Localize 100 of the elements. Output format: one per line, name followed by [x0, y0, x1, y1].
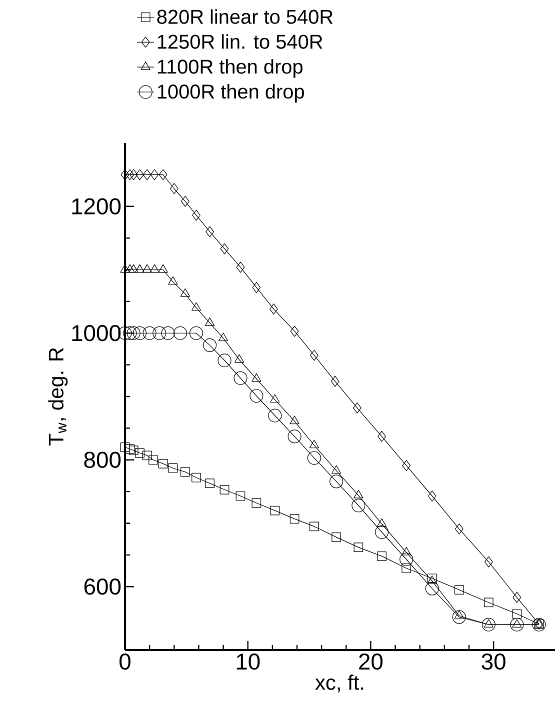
point: [168, 276, 178, 285]
point: [134, 264, 145, 273]
point: [218, 354, 232, 368]
point: [158, 264, 168, 273]
point: [252, 498, 262, 508]
point: [330, 474, 344, 488]
point: [512, 609, 522, 619]
point: [168, 463, 178, 473]
point: [220, 243, 229, 254]
point: [120, 442, 130, 452]
point: [192, 210, 200, 221]
legend-label: 1100R then drop: [158, 59, 302, 78]
point: [148, 455, 158, 465]
point: [354, 490, 364, 498]
point: [484, 598, 494, 608]
point: [120, 169, 130, 180]
point: [126, 326, 140, 340]
point: [150, 264, 160, 273]
point: [180, 467, 190, 477]
point: [128, 264, 138, 273]
point: [142, 450, 152, 460]
point: [454, 585, 464, 594]
point: [202, 338, 217, 352]
point: [250, 389, 264, 403]
point: [307, 451, 321, 465]
x-tick-label: 20: [359, 654, 383, 670]
point: [234, 371, 248, 385]
point: [454, 523, 464, 534]
point: [206, 226, 214, 238]
point: [288, 430, 302, 444]
point: [236, 491, 246, 501]
point: [309, 440, 319, 448]
x-axis-title: xc, ft.: [315, 674, 364, 692]
point: [192, 472, 201, 482]
point: [123, 326, 137, 340]
point: [125, 444, 135, 454]
legend-label: 820R linear to 540R: [157, 9, 333, 24]
point: [332, 465, 342, 474]
point: [170, 183, 178, 194]
point: [402, 564, 412, 573]
y-tick-label: 1200: [72, 198, 121, 214]
point: [270, 506, 280, 516]
point: [332, 532, 341, 542]
point: [452, 610, 466, 624]
point: [354, 542, 364, 552]
point: [142, 169, 152, 180]
point: [132, 326, 147, 340]
point: [126, 169, 134, 180]
point: [378, 430, 386, 442]
point: [135, 448, 144, 458]
y-tick-label: 800: [84, 452, 121, 468]
point: [269, 304, 278, 315]
point: [142, 264, 152, 273]
point: [220, 484, 230, 494]
point: [352, 498, 366, 512]
point: [310, 350, 318, 361]
point: [136, 169, 144, 180]
point: [290, 416, 300, 424]
point: [218, 332, 228, 342]
point: [205, 478, 214, 488]
point: [150, 169, 159, 180]
point: [180, 288, 190, 297]
point: [120, 264, 130, 273]
point: [128, 446, 138, 456]
point: [484, 556, 493, 568]
point: [161, 326, 175, 340]
point: [252, 282, 261, 293]
point: [129, 169, 138, 180]
point: [402, 546, 412, 556]
point: [189, 326, 204, 340]
point: [402, 460, 411, 472]
x-tick-label: 0: [120, 654, 130, 670]
point: [330, 376, 340, 387]
point: [353, 402, 362, 414]
point: [425, 582, 439, 596]
point: [158, 458, 168, 468]
point: [377, 552, 386, 561]
point: [376, 518, 387, 527]
point: [158, 169, 168, 180]
point: [290, 514, 300, 524]
point: [234, 354, 244, 363]
point: [310, 522, 319, 532]
point: [428, 490, 436, 502]
point: [125, 264, 135, 273]
point: [181, 196, 190, 207]
point: [374, 525, 389, 539]
point: [400, 552, 414, 566]
point: [174, 326, 188, 340]
point: [268, 408, 282, 422]
x-tick-label: 30: [482, 654, 506, 670]
legend-label: 1250R lin. to 540R: [158, 34, 322, 49]
point: [236, 262, 245, 273]
point: [191, 302, 202, 311]
point: [252, 373, 262, 382]
y-tick-label: 600: [84, 578, 121, 595]
point: [512, 592, 522, 603]
legend-label: 1000R then drop: [158, 84, 304, 103]
point: [204, 318, 215, 326]
point: [290, 326, 299, 337]
point: [142, 326, 156, 340]
